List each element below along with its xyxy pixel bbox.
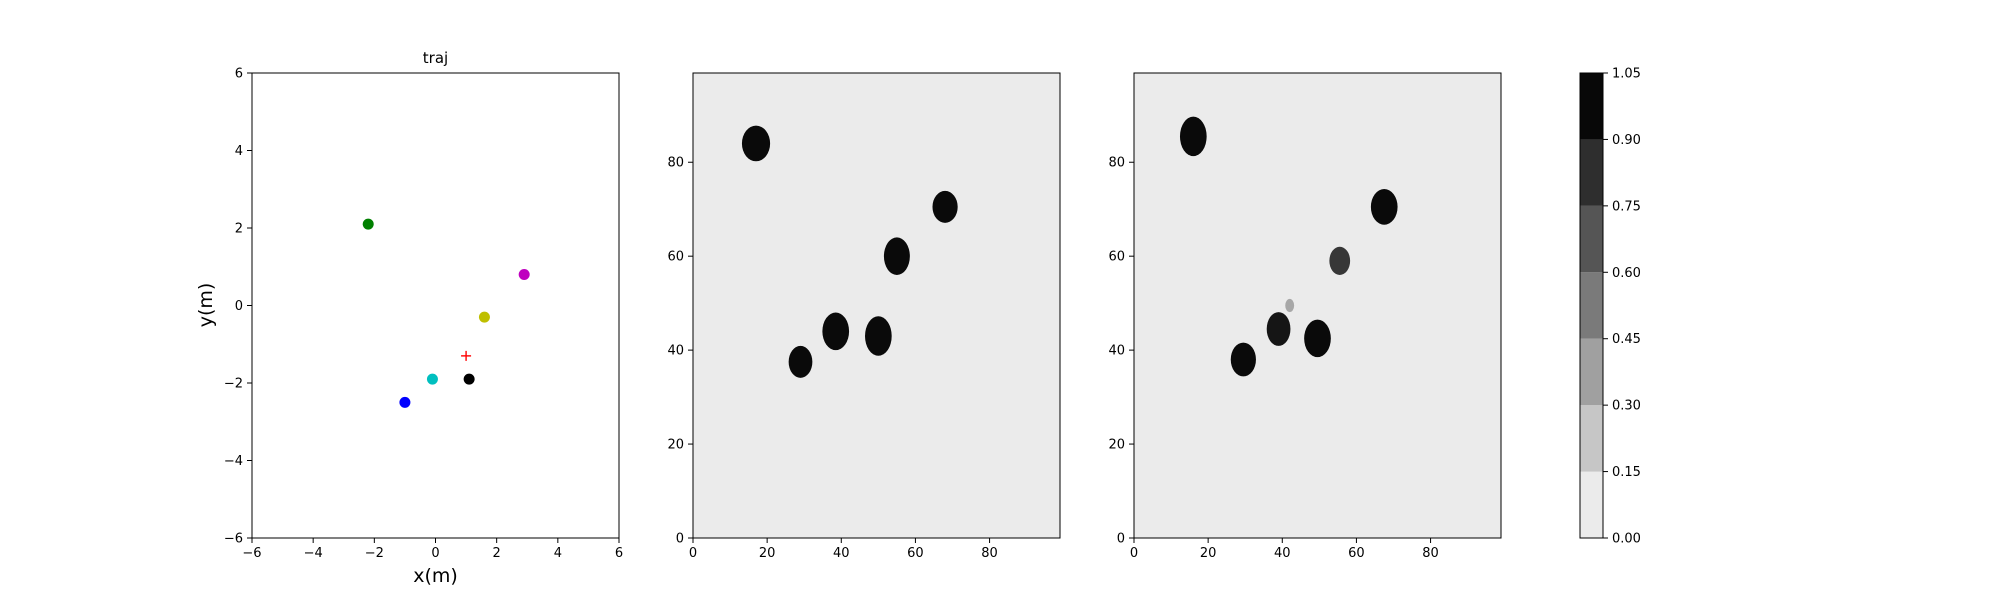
scatter-point xyxy=(426,373,438,385)
map-plot-1-ticks: 0 20 40 60 80 0 20 40 60 80 xyxy=(667,156,997,561)
map-plot-2-frame xyxy=(1133,72,1502,539)
x-tick-label: 80 xyxy=(1422,546,1439,561)
x-axis-label: x(m) xyxy=(413,565,458,587)
occupancy-blob xyxy=(865,316,892,356)
colorbar-band xyxy=(1580,471,1603,538)
map-plot-2-ticks: 0 20 40 60 80 0 20 40 60 80 xyxy=(1108,156,1438,561)
x-tick-label: 40 xyxy=(833,546,850,561)
y-tick-label: 4 xyxy=(235,144,243,159)
y-tick-label: 20 xyxy=(1108,438,1125,453)
y-tick-label: 80 xyxy=(667,156,684,171)
colorbar-tick-label: 0.90 xyxy=(1612,133,1641,148)
trajectory-plot: traj x(m) y(m) −6 −4 −2 0 2 4 6 −6 −4 −2 0 2 4 6 xyxy=(195,49,623,587)
trajectory-plot-title: traj xyxy=(423,49,448,67)
y-tick-label: 6 xyxy=(235,67,243,82)
x-tick-label: 6 xyxy=(615,546,623,561)
occupancy-blob xyxy=(1230,342,1256,377)
y-tick-label: 40 xyxy=(1108,344,1125,359)
x-tick-label: 4 xyxy=(554,546,562,561)
trajectory-plot-frame xyxy=(251,72,620,539)
y-tick-label: 0 xyxy=(1117,532,1125,547)
y-tick-label: 60 xyxy=(667,250,684,265)
colorbar-frame xyxy=(1579,72,1604,539)
occupancy-blob xyxy=(1329,246,1351,275)
x-tick-label: 80 xyxy=(981,546,998,561)
occupancy-blob xyxy=(1285,298,1295,313)
y-tick-label: 40 xyxy=(667,344,684,359)
colorbar: 0.00 0.15 0.30 0.45 0.60 0.75 0.90 1.05 xyxy=(1579,67,1641,547)
y-tick-label: 20 xyxy=(667,438,684,453)
scatter-point xyxy=(463,373,475,385)
colorbar-band xyxy=(1580,338,1603,406)
colorbar-tick-label: 0.00 xyxy=(1612,532,1641,547)
occupancy-blob xyxy=(1266,312,1291,346)
map-plot-2-blobs xyxy=(1179,116,1398,377)
map-plot-2: 0 20 40 60 80 0 20 40 60 80 xyxy=(1108,72,1502,561)
colorbar-band xyxy=(1580,73,1603,140)
occupancy-blob xyxy=(1304,319,1331,358)
scatter-point xyxy=(362,218,374,230)
x-tick-label: 60 xyxy=(1348,546,1365,561)
trajectory-plot-ticks: −6 −4 −2 0 2 4 6 −6 −4 −2 0 2 4 6 xyxy=(224,67,623,562)
y-tick-label: −2 xyxy=(224,377,243,392)
colorbar-band xyxy=(1580,405,1603,472)
scatter-point xyxy=(399,396,411,408)
occupancy-blob xyxy=(788,345,813,378)
y-tick-label: −4 xyxy=(224,454,243,469)
y-tick-label: 60 xyxy=(1108,250,1125,265)
occupancy-blob xyxy=(1179,116,1207,157)
map-plot-1-blobs xyxy=(741,125,958,378)
colorbar-tick-label: 1.05 xyxy=(1612,67,1641,82)
occupancy-blob xyxy=(1370,189,1398,225)
x-tick-label: −4 xyxy=(304,546,323,561)
occupancy-blob xyxy=(741,125,771,162)
map-plot-1-frame xyxy=(692,72,1061,539)
y-tick-label: −6 xyxy=(224,532,243,547)
colorbar-band xyxy=(1580,139,1603,206)
occupancy-blob xyxy=(883,237,910,275)
x-tick-label: 40 xyxy=(1274,546,1291,561)
y-tick-label: 0 xyxy=(235,299,243,314)
x-tick-label: 60 xyxy=(907,546,924,561)
colorbar-tick-label: 0.75 xyxy=(1612,199,1641,214)
trajectory-plot-points xyxy=(362,218,530,408)
scatter-point xyxy=(478,311,490,323)
x-tick-label: 20 xyxy=(759,546,776,561)
colorbar-bands xyxy=(1580,73,1603,538)
x-tick-label: 0 xyxy=(1130,546,1138,561)
x-tick-label: 2 xyxy=(493,546,501,561)
y-axis-label: y(m) xyxy=(195,283,217,328)
occupancy-blob xyxy=(822,312,850,351)
scatter-point xyxy=(518,269,530,280)
colorbar-tick-label: 0.45 xyxy=(1612,332,1641,347)
colorbar-band xyxy=(1580,272,1603,339)
scatter-point-plus xyxy=(461,350,472,361)
x-tick-label: −6 xyxy=(242,546,261,561)
colorbar-tick-label: 0.60 xyxy=(1612,266,1641,281)
x-tick-label: −2 xyxy=(365,546,384,561)
x-tick-label: 20 xyxy=(1200,546,1217,561)
colorbar-ticks: 0.00 0.15 0.30 0.45 0.60 0.75 0.90 1.05 xyxy=(1603,67,1641,547)
map-plot-1: 0 20 40 60 80 0 20 40 60 80 xyxy=(667,72,1061,561)
y-tick-label: 2 xyxy=(235,222,243,237)
occupancy-blob xyxy=(932,190,958,223)
colorbar-band xyxy=(1580,205,1603,273)
colorbar-tick-label: 0.15 xyxy=(1612,465,1641,480)
y-tick-label: 0 xyxy=(676,532,684,547)
colorbar-tick-label: 0.30 xyxy=(1612,399,1641,414)
y-tick-label: 80 xyxy=(1108,156,1125,171)
x-tick-label: 0 xyxy=(689,546,697,561)
x-tick-label: 0 xyxy=(431,546,439,561)
